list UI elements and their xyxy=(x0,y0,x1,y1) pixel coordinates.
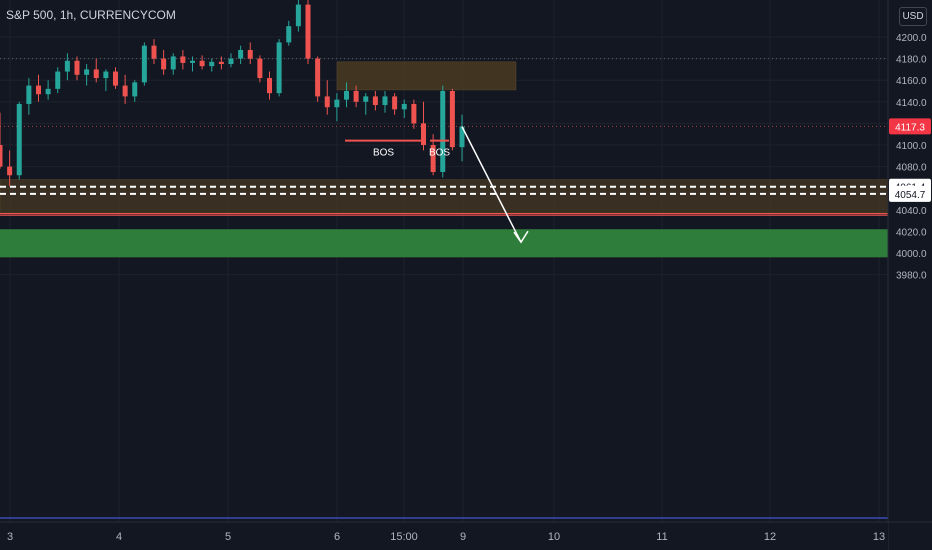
x-tick-label: 6 xyxy=(334,531,340,543)
candle-body xyxy=(0,145,3,167)
candle-body xyxy=(64,60,70,72)
candle-body xyxy=(401,103,407,110)
time-axis-panel[interactable] xyxy=(0,522,888,550)
candle-body xyxy=(161,58,167,70)
candle-body xyxy=(315,58,321,97)
symbol-title: S&P 500, 1h, CURRENCYCOM xyxy=(6,8,176,22)
candle-body xyxy=(151,45,157,59)
candle-body xyxy=(122,85,128,97)
y-tick-label: 4180.0 xyxy=(896,55,927,66)
candle-body xyxy=(238,49,244,59)
y-tick-label: 4140.0 xyxy=(896,98,927,109)
candle-body xyxy=(372,96,378,106)
y-tick-label: 4040.0 xyxy=(896,206,927,217)
candle-body xyxy=(209,61,215,67)
candle-body xyxy=(199,60,205,67)
candle-body xyxy=(421,123,426,145)
candle-body xyxy=(247,49,253,59)
candle-body xyxy=(36,85,41,95)
y-tick-label: 3980.0 xyxy=(896,271,927,282)
x-tick-label: 3 xyxy=(7,531,13,543)
candle-body xyxy=(382,96,388,106)
candle-body xyxy=(430,145,436,172)
y-tick-label: 4020.0 xyxy=(896,227,927,238)
candle-body xyxy=(344,91,349,100)
candle-body xyxy=(74,60,80,75)
candle-body xyxy=(334,99,340,108)
y-tick-label: 4080.0 xyxy=(896,163,927,174)
candle-body xyxy=(440,91,446,172)
currency-button[interactable]: USD xyxy=(899,7,927,26)
projection-arrow xyxy=(461,126,522,243)
candle-body xyxy=(55,71,61,89)
candle-body xyxy=(141,45,147,83)
candle-body xyxy=(276,42,282,94)
y-tick-label: 4100.0 xyxy=(896,141,927,152)
candle-body xyxy=(190,60,195,63)
candle-body xyxy=(286,26,292,43)
bos-label: BOS xyxy=(429,148,450,159)
candle-body xyxy=(411,103,417,124)
candle-body xyxy=(353,91,359,102)
price-axis-panel[interactable] xyxy=(888,0,932,550)
bos-label: BOS xyxy=(373,148,394,159)
candle-body xyxy=(267,78,272,94)
time-axis: 3 4 5 6 15:00 9 10 11 12 13 xyxy=(7,531,885,543)
annotations: BOS BOS xyxy=(345,126,529,244)
demand-zone xyxy=(0,179,889,214)
candle-body xyxy=(16,103,22,176)
x-tick-label: 13 xyxy=(873,531,885,543)
candle-body xyxy=(180,56,186,63)
candle-body xyxy=(7,166,13,176)
candle-body xyxy=(324,96,330,108)
candle-body xyxy=(113,71,118,86)
candle-body xyxy=(257,58,263,79)
current-price-text: 4117.3 xyxy=(895,122,925,133)
candle-body xyxy=(170,56,176,70)
level-price-tag xyxy=(889,185,931,202)
candle-body xyxy=(218,61,224,64)
candle-body xyxy=(363,96,369,102)
projection-arrowhead xyxy=(513,230,529,244)
x-tick-label: 15:00 xyxy=(390,531,418,543)
candle-body xyxy=(84,69,90,75)
current-price-tag xyxy=(889,118,931,135)
candle-body xyxy=(103,71,109,79)
zones xyxy=(0,61,889,258)
candle-body xyxy=(93,69,99,79)
candle-body xyxy=(26,85,32,104)
candle-body xyxy=(228,58,234,64)
x-tick-label: 12 xyxy=(764,531,776,543)
candle-body xyxy=(305,4,311,59)
x-tick-label: 11 xyxy=(656,531,667,543)
y-tick-label: 4200.0 xyxy=(896,33,927,44)
candle-body xyxy=(295,4,301,27)
candle-body xyxy=(45,88,51,95)
level-price-text: 4054.7 xyxy=(895,190,926,201)
x-tick-label: 5 xyxy=(225,531,231,543)
x-tick-label: 4 xyxy=(116,531,122,543)
target-zone xyxy=(0,229,888,258)
y-tick-label: 4000.0 xyxy=(896,249,927,260)
supply-zone xyxy=(336,61,517,91)
candle-body xyxy=(459,126,465,148)
candles xyxy=(0,0,465,187)
price-labels: 4117.34061.44054.7 xyxy=(889,118,931,202)
candle-body xyxy=(449,91,455,148)
x-tick-label: 10 xyxy=(548,531,560,543)
y-tick-label: 4160.0 xyxy=(896,76,927,87)
candle-body xyxy=(132,82,138,97)
x-tick-label: 9 xyxy=(460,531,466,543)
candle-body xyxy=(392,96,398,110)
